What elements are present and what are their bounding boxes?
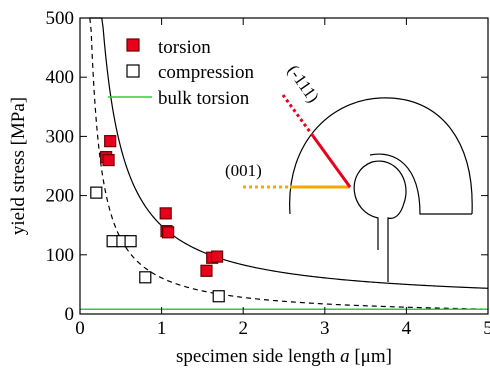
data-points xyxy=(90,135,225,303)
legend: torsion compression bulk torsion xyxy=(108,37,255,109)
specimen-inner-ring xyxy=(369,153,472,215)
y-tick-label-1: 100 xyxy=(46,245,75,266)
x-tick-label-2: 2 xyxy=(238,318,248,339)
legend-label-compression: compression xyxy=(158,62,255,83)
y-tick-label-0: 0 xyxy=(65,304,75,325)
inset-specimen-diagram: (001) (-111) xyxy=(225,61,473,282)
axis-ticks: 0 1 2 3 4 5 0 100 200 300 400 500 xyxy=(46,8,490,339)
legend-label-bulk-torsion: bulk torsion xyxy=(158,88,250,109)
compression-point-5 xyxy=(212,290,225,303)
fit-curves xyxy=(89,17,489,310)
annotation-111: (-111) xyxy=(284,61,323,106)
torsion-point-2 xyxy=(104,135,117,148)
y-axis-title: yield stress [MPa] xyxy=(8,97,29,235)
x-tick-label-5: 5 xyxy=(483,318,490,339)
x-tick-label-4: 4 xyxy=(402,318,412,339)
compression-point-4 xyxy=(139,271,152,284)
torsion-point-8 xyxy=(210,250,224,263)
specimen-stem xyxy=(353,160,407,282)
plot-frame xyxy=(79,17,489,315)
x-tick-label-1: 1 xyxy=(157,318,167,339)
legend-marker-torsion xyxy=(126,38,140,52)
torsion-point-1 xyxy=(102,153,115,167)
torsion-point-5 xyxy=(162,226,175,239)
y-tick-label-2: 200 xyxy=(46,186,75,207)
torsion-point-6 xyxy=(200,264,213,277)
y-tick-label-3: 300 xyxy=(46,126,75,147)
x-tick-label-3: 3 xyxy=(320,318,330,339)
compression-point-3 xyxy=(124,235,137,248)
y-tick-label-4: 400 xyxy=(46,67,75,88)
specimen-outline xyxy=(289,97,473,215)
legend-marker-compression xyxy=(126,64,140,78)
legend-label-torsion: torsion xyxy=(158,37,211,58)
fit-curve-solid xyxy=(89,17,489,289)
annotation-001: (001) xyxy=(225,161,262,180)
plane-111-extension xyxy=(281,94,315,137)
x-tick-label-0: 0 xyxy=(75,318,85,339)
x-axis-title: specimen side length a [μm] xyxy=(176,346,392,367)
plane-111-line xyxy=(311,135,352,188)
compression-point-0 xyxy=(90,186,103,199)
torsion-point-3 xyxy=(159,207,172,220)
fit-curve-dashed xyxy=(89,17,489,310)
y-tick-label-5: 500 xyxy=(46,8,75,29)
